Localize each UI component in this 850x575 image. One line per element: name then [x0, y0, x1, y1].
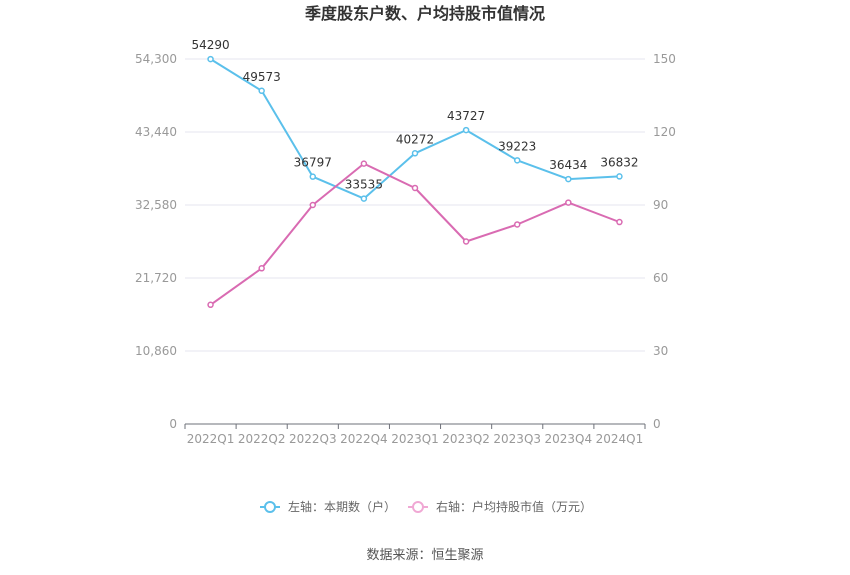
data-point-right	[513, 221, 521, 228]
data-point-left	[616, 173, 623, 180]
series-lines	[210, 58, 620, 306]
x-tick-label: 2023Q3	[493, 432, 541, 446]
left-tick-label: 21,720	[135, 271, 177, 285]
data-point-left	[309, 173, 317, 180]
data-point-right	[258, 265, 265, 272]
x-tick-label: 2022Q1	[187, 432, 235, 446]
right-tick-label: 90	[653, 198, 668, 212]
data-point-left	[565, 175, 572, 183]
data-labels: 54290 49573 36797 33535 40272 43727 39223 36434…	[191, 38, 638, 192]
data-point-left	[258, 87, 265, 95]
x-tick-label: 2023Q1	[391, 432, 439, 446]
x-tick-label: 2023Q4	[545, 432, 593, 446]
data-label: 40272	[396, 132, 434, 146]
data-label: 54290	[191, 38, 229, 52]
data-point-left	[360, 195, 368, 202]
x-tick-label: 2022Q2	[238, 432, 286, 446]
data-point-right	[462, 238, 470, 245]
legend-item-right[interactable]: 右轴：户均持股市值（万元）	[408, 499, 592, 514]
data-point-right	[309, 201, 317, 209]
data-point-left	[462, 126, 470, 134]
legend: 左轴：本期数（户） 右轴：户均持股市值（万元）	[260, 499, 592, 514]
left-tick-label: 10,860	[135, 344, 177, 358]
legend-item-left[interactable]: 左轴：本期数（户）	[260, 499, 396, 514]
right-tick-label: 0	[653, 417, 661, 431]
legend-right-label: 右轴：户均持股市值（万元）	[436, 499, 592, 514]
data-label: 39223	[498, 139, 536, 153]
left-tick-label: 43,440	[135, 125, 177, 139]
legend-left-label: 左轴：本期数（户）	[288, 499, 396, 514]
data-label: 36832	[600, 155, 638, 169]
chart-title: 季度股东户数、户均持股市值情况	[304, 4, 545, 23]
points	[207, 55, 623, 309]
data-point-right	[565, 199, 572, 206]
left-tick-label: 0	[169, 417, 177, 431]
legend-left-marker	[264, 501, 276, 513]
x-tick-label: 2023Q2	[442, 432, 490, 446]
legend-right-marker	[412, 501, 424, 513]
data-point-left	[411, 150, 419, 157]
right-tick-label: 30	[653, 344, 668, 358]
right-tick-label: 120	[653, 125, 676, 139]
left-tick-label: 32,580	[135, 198, 177, 212]
data-label: 33535	[345, 178, 383, 192]
data-label: 36797	[294, 156, 332, 170]
data-point-right	[411, 184, 419, 192]
x-tick-label: 2022Q4	[340, 432, 388, 446]
data-point-left	[513, 157, 521, 164]
axes: 0 0 10,860 30 21,720 60 32,580 90 43,440 120 54,30…	[135, 52, 676, 446]
x-tick-label: 2022Q3	[289, 432, 337, 446]
x-tick-label: 2024Q1	[596, 432, 644, 446]
grid	[185, 58, 645, 352]
data-label: 43727	[447, 109, 485, 123]
data-label: 49573	[243, 70, 281, 84]
data-point-left	[207, 55, 214, 63]
left-tick-label: 54,300	[135, 52, 177, 66]
data-label: 36434	[549, 158, 587, 172]
data-point-right	[360, 160, 368, 167]
data-point-right	[207, 301, 214, 309]
source-text: 数据来源：恒生聚源	[366, 548, 483, 563]
right-tick-label: 150	[653, 52, 676, 66]
right-tick-label: 60	[653, 271, 668, 285]
data-point-right	[616, 218, 623, 226]
